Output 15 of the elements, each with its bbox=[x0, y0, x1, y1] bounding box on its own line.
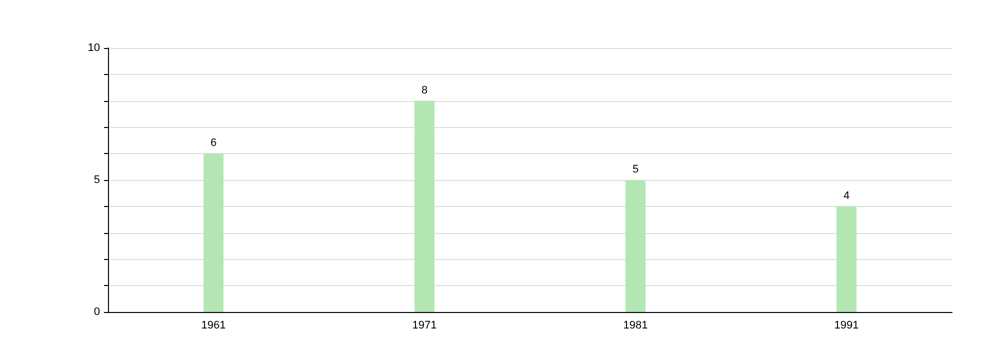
y-tick-label: 10 bbox=[88, 42, 100, 54]
bar bbox=[836, 206, 856, 312]
bar bbox=[414, 100, 434, 312]
x-tick-label: 1991 bbox=[834, 320, 859, 332]
bar bbox=[626, 180, 646, 312]
data-label: 6 bbox=[210, 137, 217, 150]
data-label: 5 bbox=[632, 164, 639, 176]
y-tick-label: 0 bbox=[94, 306, 100, 318]
y-tick-label: 5 bbox=[94, 174, 100, 186]
data-label: 4 bbox=[843, 190, 850, 202]
data-label: 8 bbox=[421, 84, 428, 96]
bar bbox=[204, 154, 224, 312]
x-tick-label: 1961 bbox=[201, 320, 226, 332]
x-tick-label: 1981 bbox=[623, 320, 648, 332]
x-tick-label: 1971 bbox=[412, 320, 437, 332]
